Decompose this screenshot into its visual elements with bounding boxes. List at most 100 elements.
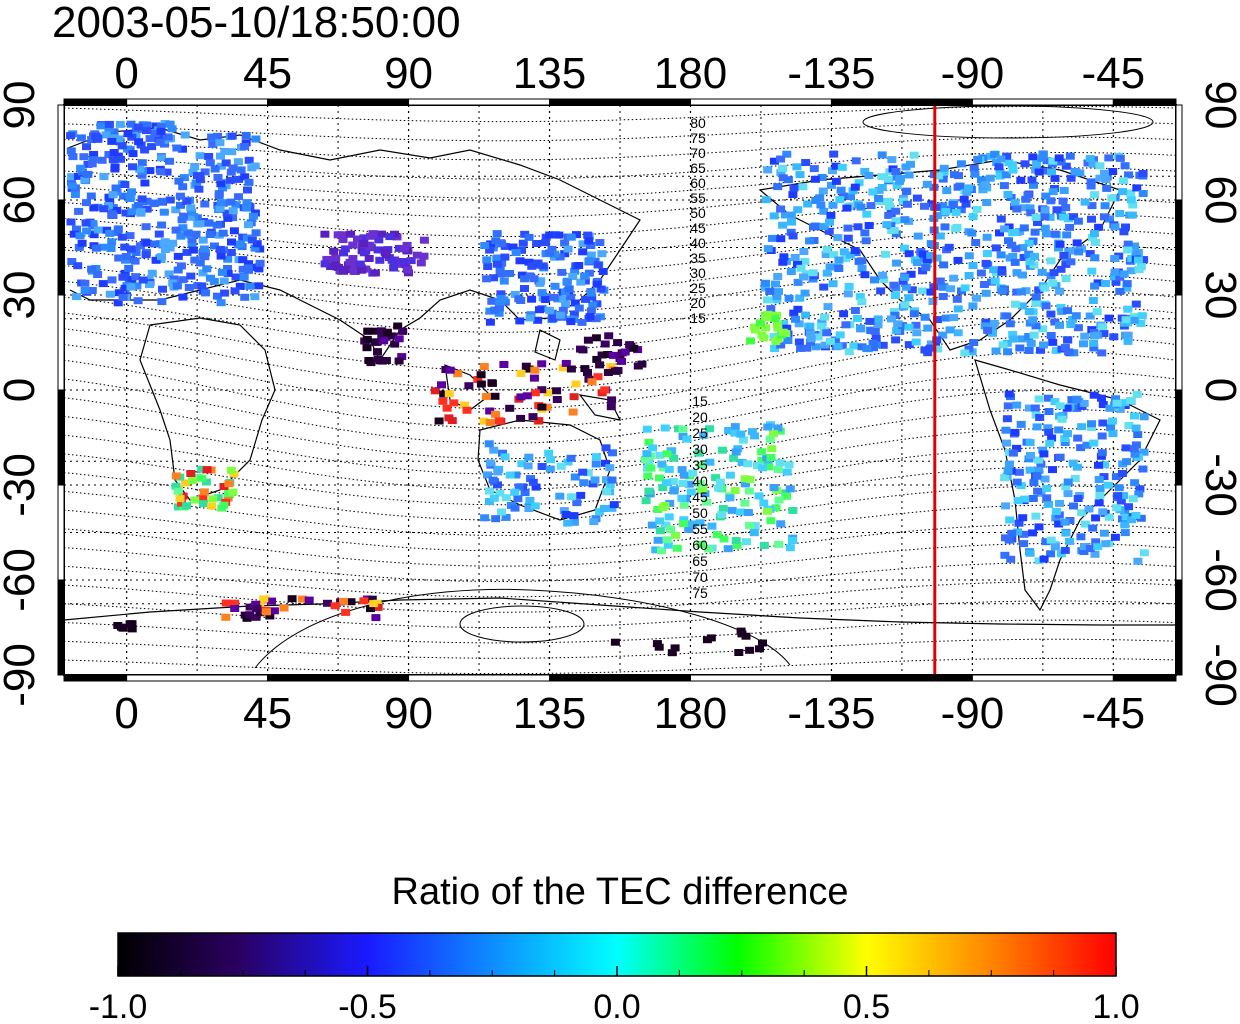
- tec-data-cell: [1025, 439, 1035, 447]
- tec-data-cell: [747, 428, 757, 436]
- tec-data-cell: [230, 287, 240, 295]
- tec-data-cell: [596, 285, 606, 293]
- tec-data-cell: [850, 183, 860, 191]
- tec-data-cell: [819, 223, 829, 231]
- tec-data-cell: [72, 225, 81, 233]
- tec-data-cell: [1085, 250, 1095, 258]
- tec-data-cell: [1138, 190, 1148, 197]
- tec-data-cell: [698, 485, 708, 493]
- tec-data-cell: [1136, 514, 1146, 522]
- tec-data-cell: [600, 340, 610, 348]
- tec-data-cell: [833, 234, 843, 242]
- tec-data-cell: [110, 163, 120, 171]
- tec-data-cell: [818, 187, 828, 195]
- tec-data-cell: [1110, 223, 1120, 231]
- tec-data-cell: [206, 274, 215, 282]
- tec-data-cell: [359, 234, 369, 242]
- tec-data-cell: [67, 178, 76, 186]
- tec-data-cell: [485, 318, 495, 326]
- tec-data-cell: [933, 345, 943, 353]
- tec-data-cell: [1064, 348, 1074, 356]
- tec-data-cell: [1012, 444, 1022, 452]
- lat-tick-label-right: -90: [1196, 643, 1240, 707]
- tec-data-cell: [508, 243, 518, 251]
- tec-data-cell: [944, 243, 954, 251]
- tec-data-cell: [857, 343, 867, 351]
- tec-data-cell: [366, 232, 375, 240]
- tec-data-cell: [782, 468, 792, 476]
- tec-data-cell: [559, 295, 569, 303]
- tec-data-cell: [580, 365, 590, 373]
- tec-data-cell: [1056, 303, 1066, 311]
- tec-data-cell: [219, 277, 229, 285]
- tec-data-cell: [523, 462, 533, 470]
- tec-data-cell: [1000, 474, 1010, 482]
- tec-data-cell: [529, 275, 539, 283]
- tec-data-cell: [438, 397, 448, 405]
- tec-data-cell: [1017, 335, 1027, 343]
- tec-data-cell: [82, 227, 92, 235]
- tec-data-cell: [1059, 213, 1069, 221]
- tec-data-cell: [1048, 466, 1057, 474]
- tec-data-cell: [761, 279, 771, 287]
- tec-data-cell: [1071, 168, 1081, 176]
- tec-data-cell: [1086, 178, 1096, 186]
- tec-data-cell: [667, 649, 677, 657]
- tec-data-cell: [442, 404, 452, 412]
- tec-data-cell: [810, 222, 820, 230]
- tec-data-cell: [1038, 150, 1048, 158]
- tec-data-cell: [543, 389, 553, 397]
- tec-data-cell: [1004, 390, 1014, 398]
- tec-data-cell: [578, 248, 588, 256]
- tec-data-cell: [223, 255, 233, 263]
- tec-data-cell: [394, 244, 404, 252]
- tec-data-cell: [1024, 333, 1034, 340]
- tec-data-cell: [648, 444, 658, 452]
- tec-data-cell: [208, 140, 218, 148]
- tec-data-cell: [182, 197, 192, 205]
- tec-data-cell: [769, 430, 778, 438]
- tec-data-cell: [215, 139, 225, 147]
- tec-data-cell: [773, 183, 783, 191]
- tec-data-cell: [1080, 543, 1089, 550]
- tec-data-cell: [101, 131, 111, 139]
- tec-data-cell: [1061, 260, 1071, 268]
- tec-data-cell: [200, 200, 210, 208]
- tec-data-cell: [1085, 312, 1095, 320]
- tec-data-cell: [860, 167, 870, 175]
- tec-data-cell: [227, 148, 237, 156]
- tec-data-cell: [904, 250, 914, 258]
- tec-data-cell: [822, 269, 832, 277]
- tec-data-cell: [1088, 297, 1098, 304]
- tec-data-cell: [932, 254, 942, 262]
- tec-data-cell: [439, 390, 449, 398]
- magnetic-latitude-label: 15: [690, 310, 706, 326]
- tec-data-cell: [550, 282, 560, 290]
- tec-data-cell: [244, 156, 254, 164]
- tec-data-cell: [669, 487, 679, 495]
- tec-data-cell: [1102, 184, 1112, 192]
- tec-data-cell: [537, 386, 547, 394]
- tec-data-cell: [785, 544, 795, 552]
- tec-data-cell: [210, 165, 220, 173]
- tec-data-cell: [142, 239, 152, 247]
- magnetic-latitude-label: 55: [690, 190, 706, 206]
- tec-data-cell: [178, 145, 187, 153]
- tec-data-cell: [763, 296, 773, 304]
- tec-data-cell: [488, 476, 498, 484]
- tec-data-cell: [1055, 402, 1065, 410]
- tec-data-cell: [493, 468, 503, 476]
- lat-tick-label-right: -30: [1196, 453, 1240, 517]
- magnetic-latitude-contour: [64, 619, 1176, 644]
- lon-tick-label-top: 135: [513, 49, 586, 98]
- tec-data-cell: [771, 338, 781, 345]
- tec-data-cell: [511, 471, 521, 479]
- tec-data-cell: [660, 502, 670, 509]
- tec-data-cell: [98, 280, 108, 288]
- frame-segment: [57, 199, 65, 296]
- tec-data-cell: [185, 213, 195, 221]
- tec-data-cell: [857, 265, 867, 272]
- tec-data-cell: [566, 233, 576, 241]
- tec-data-cell: [231, 273, 241, 281]
- tec-data-cell: [339, 249, 348, 257]
